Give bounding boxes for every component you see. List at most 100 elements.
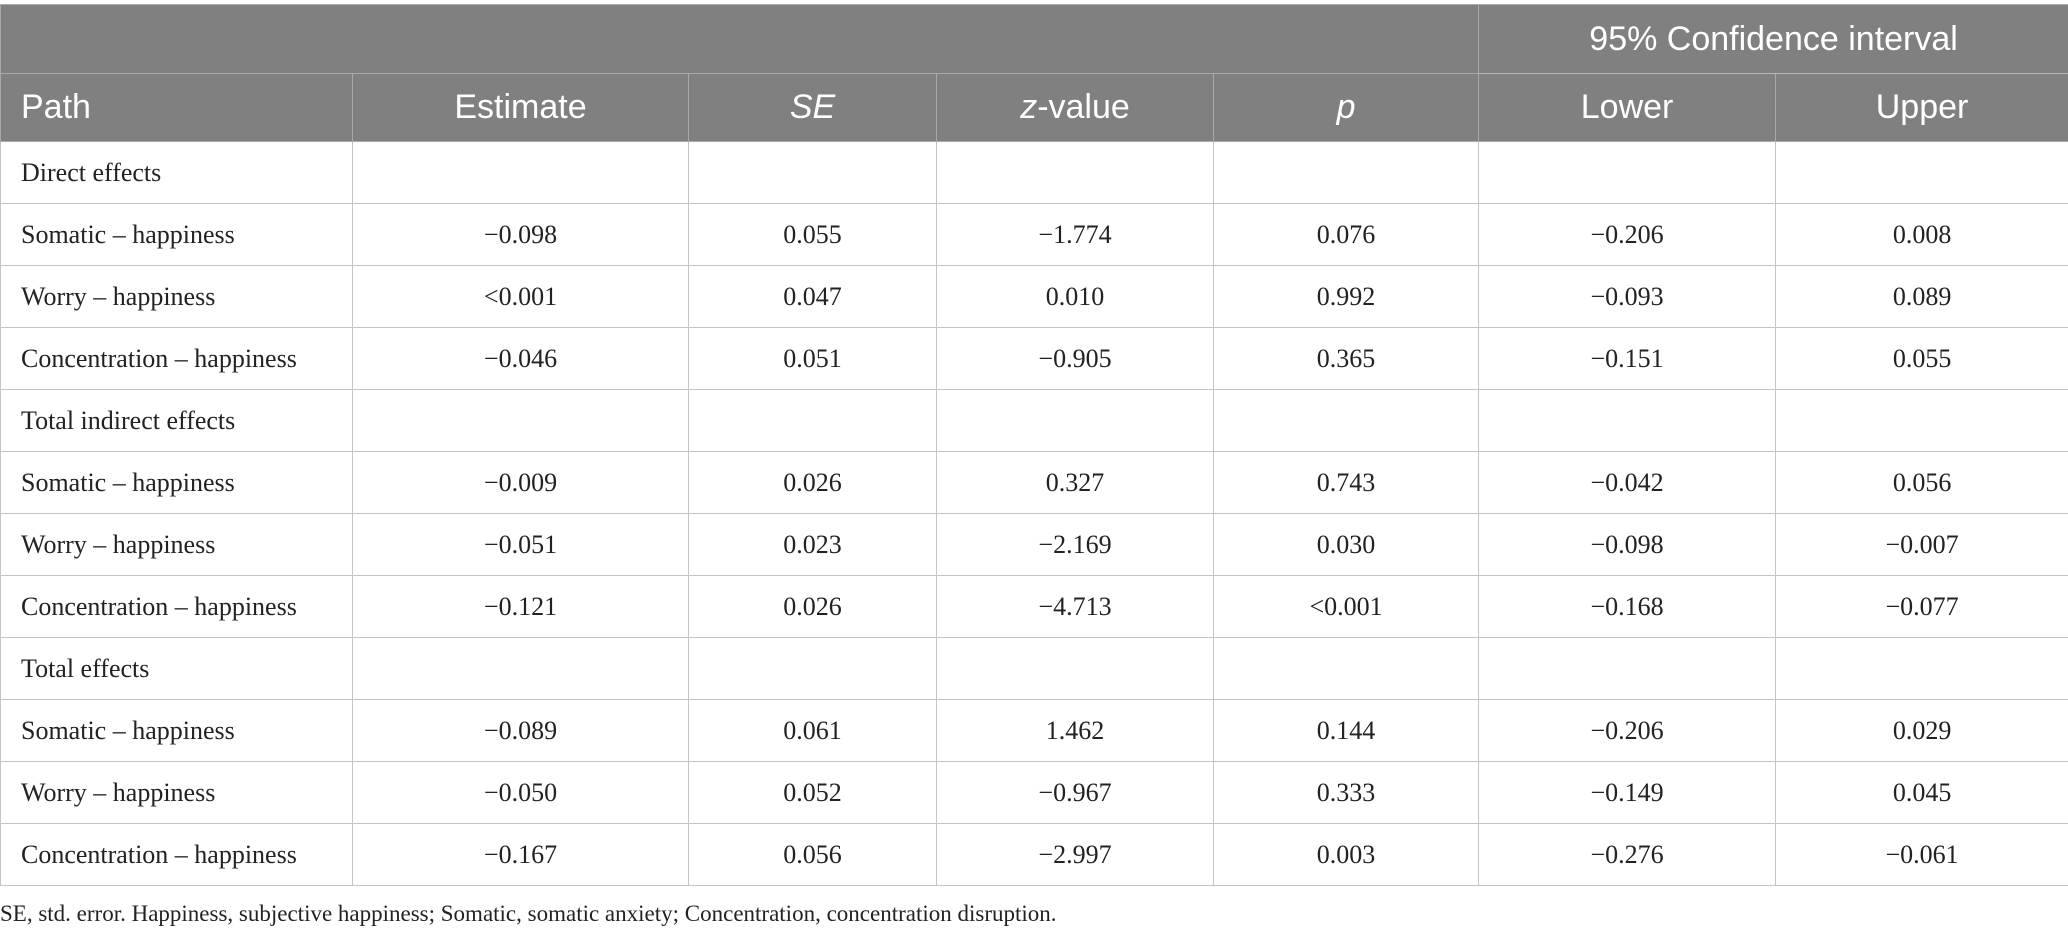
- cell-p: 0.076: [1212, 203, 1480, 266]
- cell-se: 0.055: [688, 203, 937, 266]
- cell-estimate: −0.046: [352, 327, 689, 390]
- empty-cell: [1775, 389, 2068, 452]
- cell-p: 0.144: [1212, 699, 1480, 762]
- empty-cell: [936, 637, 1214, 700]
- empty-cell: [936, 389, 1214, 452]
- cell-upper: −0.077: [1775, 575, 2068, 638]
- cell-path: Concentration – happiness: [0, 575, 353, 638]
- cell-lower: −0.151: [1478, 327, 1777, 390]
- cell-upper: 0.056: [1775, 451, 2068, 514]
- empty-cell: [688, 389, 937, 452]
- col-header-estimate: Estimate: [352, 73, 689, 142]
- cell-se: 0.026: [688, 575, 937, 638]
- table-row: Somatic – happiness −0.089 0.061 1.462 0.144…: [0, 699, 2068, 762]
- cell-z: −0.905: [936, 327, 1214, 390]
- cell-upper: −0.061: [1775, 823, 2068, 886]
- z-symbol: z: [1020, 88, 1038, 126]
- cell-lower: −0.098: [1478, 513, 1777, 576]
- cell-se: 0.056: [688, 823, 937, 886]
- col-header-se: SE: [688, 73, 937, 142]
- cell-lower: −0.168: [1478, 575, 1777, 638]
- table-row: Concentration – happiness −0.121 0.026 −4.7…: [0, 575, 2068, 638]
- cell-lower: −0.206: [1478, 203, 1777, 266]
- empty-cell: [352, 389, 689, 452]
- empty-cell: [1775, 637, 2068, 700]
- cell-upper: 0.055: [1775, 327, 2068, 390]
- table-row: Worry – happiness −0.050 0.052 −0.967 0.333−…: [0, 761, 2068, 824]
- cell-se: 0.052: [688, 761, 937, 824]
- cell-estimate: −0.051: [352, 513, 689, 576]
- empty-cell: [1478, 389, 1777, 452]
- cell-estimate: −0.167: [352, 823, 689, 886]
- empty-cell: [1212, 141, 1480, 204]
- cell-z: −1.774: [936, 203, 1214, 266]
- cell-se: 0.051: [688, 327, 937, 390]
- cell-z: 0.327: [936, 451, 1214, 514]
- cell-lower: −0.206: [1478, 699, 1777, 762]
- empty-cell: [1212, 389, 1480, 452]
- col-header-p: p: [1212, 73, 1480, 142]
- cell-estimate: −0.098: [352, 203, 689, 266]
- cell-path: Worry – happiness: [0, 265, 353, 328]
- empty-cell: [1478, 141, 1777, 204]
- cell-path: Worry – happiness: [0, 761, 353, 824]
- col-header-upper: Upper: [1775, 73, 2068, 142]
- empty-cell: [1775, 141, 2068, 204]
- table-row: Worry – happiness <0.001 0.047 0.010 0.992 −0…: [0, 265, 2068, 328]
- empty-cell: [936, 141, 1214, 204]
- cell-path: Somatic – happiness: [0, 451, 353, 514]
- results-table: 95% Confidence interval Path Estimate SE…: [0, 4, 2068, 886]
- header-column-row: Path Estimate SE z-value p Lower Upper: [0, 73, 2068, 142]
- cell-se: 0.023: [688, 513, 937, 576]
- confidence-interval-header: 95% Confidence interval: [1478, 4, 2068, 74]
- cell-p: 0.003: [1212, 823, 1480, 886]
- table-row: Somatic – happiness −0.098 0.055 −1.774 0.07…: [0, 203, 2068, 266]
- cell-path: Concentration – happiness: [0, 823, 353, 886]
- cell-p: 0.992: [1212, 265, 1480, 328]
- col-header-z-value: z-value: [936, 73, 1214, 142]
- cell-lower: −0.042: [1478, 451, 1777, 514]
- cell-estimate: <0.001: [352, 265, 689, 328]
- cell-estimate: −0.050: [352, 761, 689, 824]
- empty-cell: [352, 141, 689, 204]
- cell-p: 0.365: [1212, 327, 1480, 390]
- header-group-row: 95% Confidence interval: [0, 4, 2068, 74]
- cell-estimate: −0.009: [352, 451, 689, 514]
- cell-se: 0.047: [688, 265, 937, 328]
- cell-z: −2.169: [936, 513, 1214, 576]
- cell-z: −4.713: [936, 575, 1214, 638]
- cell-z: −2.997: [936, 823, 1214, 886]
- table-header: 95% Confidence interval Path Estimate SE…: [0, 4, 2068, 142]
- cell-z: 0.010: [936, 265, 1214, 328]
- cell-p: <0.001: [1212, 575, 1480, 638]
- table-body: Direct effects Somatic – happiness −0.098 0…: [0, 141, 2068, 886]
- table-row: Concentration – happiness −0.046 0.051 −0.9…: [0, 327, 2068, 390]
- section-label: Direct effects: [0, 141, 353, 204]
- cell-path: Worry – happiness: [0, 513, 353, 576]
- cell-upper: 0.045: [1775, 761, 2068, 824]
- cell-p: 0.030: [1212, 513, 1480, 576]
- table-row: Somatic – happiness −0.009 0.026 0.327 0.743…: [0, 451, 2068, 514]
- section-label: Total effects: [0, 637, 353, 700]
- cell-estimate: −0.121: [352, 575, 689, 638]
- cell-upper: 0.029: [1775, 699, 2068, 762]
- empty-cell: [352, 637, 689, 700]
- col-header-path: Path: [0, 73, 353, 142]
- cell-se: 0.026: [688, 451, 937, 514]
- table-footnote: SE, std. error. Happiness, subjective ha…: [0, 901, 1057, 926]
- col-header-lower: Lower: [1478, 73, 1777, 142]
- z-suffix: -value: [1037, 88, 1130, 126]
- cell-path: Somatic – happiness: [0, 699, 353, 762]
- cell-path: Somatic – happiness: [0, 203, 353, 266]
- cell-se: 0.061: [688, 699, 937, 762]
- cell-upper: −0.007: [1775, 513, 2068, 576]
- cell-upper: 0.089: [1775, 265, 2068, 328]
- header-spacer: [0, 4, 1480, 74]
- cell-lower: −0.093: [1478, 265, 1777, 328]
- section-row: Direct effects: [0, 141, 2068, 204]
- cell-z: 1.462: [936, 699, 1214, 762]
- cell-estimate: −0.089: [352, 699, 689, 762]
- cell-upper: 0.008: [1775, 203, 2068, 266]
- empty-cell: [1212, 637, 1480, 700]
- section-label: Total indirect effects: [0, 389, 353, 452]
